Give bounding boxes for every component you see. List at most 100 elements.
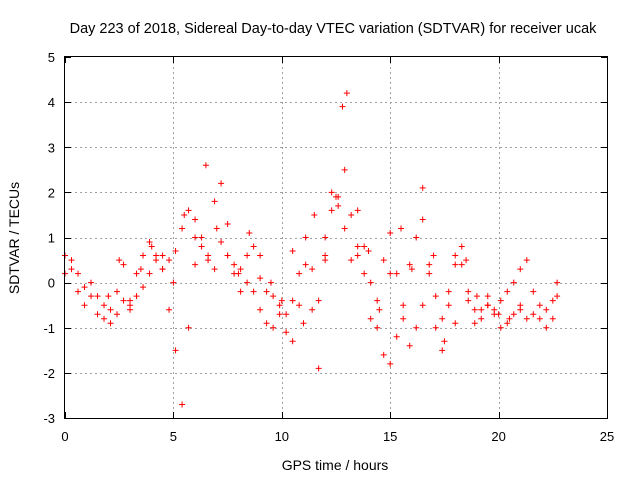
data-point xyxy=(309,266,316,273)
data-point xyxy=(333,193,339,200)
data-point xyxy=(235,270,242,277)
data-point xyxy=(432,293,439,300)
data-point xyxy=(473,293,480,300)
data-point xyxy=(506,315,513,322)
data-point xyxy=(148,243,155,250)
data-point xyxy=(549,315,556,322)
x-tick-label: 20 xyxy=(491,429,505,444)
data-point xyxy=(270,293,277,300)
x-tick-label: 25 xyxy=(600,429,614,444)
data-point xyxy=(439,315,446,322)
data-point xyxy=(192,261,199,268)
y-tick-label: -1 xyxy=(43,321,55,336)
data-point xyxy=(185,324,192,331)
y-tick-label: 4 xyxy=(48,95,55,110)
data-point xyxy=(185,207,192,214)
y-tick-label: 3 xyxy=(48,140,55,155)
data-point xyxy=(497,324,504,331)
data-point xyxy=(120,297,127,304)
data-point xyxy=(237,266,244,273)
data-point xyxy=(517,266,524,273)
data-point xyxy=(430,252,437,259)
data-point xyxy=(419,216,426,223)
data-point xyxy=(211,266,218,273)
data-point xyxy=(179,401,186,408)
data-point xyxy=(426,270,433,277)
data-point xyxy=(198,234,205,241)
data-point xyxy=(300,320,307,327)
data-point xyxy=(387,360,394,367)
data-point xyxy=(554,293,561,300)
data-point xyxy=(458,243,465,250)
data-point xyxy=(81,302,88,309)
data-point xyxy=(439,347,446,354)
data-point xyxy=(116,257,123,264)
data-point xyxy=(140,252,147,259)
data-point xyxy=(328,207,335,214)
data-point xyxy=(465,288,472,295)
data-point xyxy=(192,234,199,241)
data-point xyxy=(88,293,95,300)
data-point xyxy=(484,293,491,300)
data-point xyxy=(478,315,485,322)
data-point xyxy=(94,311,101,318)
data-point xyxy=(283,311,290,318)
data-point xyxy=(463,257,470,264)
data-point xyxy=(107,320,114,327)
data-point xyxy=(231,261,238,268)
data-point xyxy=(365,248,372,255)
data-point xyxy=(367,315,374,322)
data-point xyxy=(107,306,114,313)
data-point xyxy=(170,279,177,286)
data-point xyxy=(276,302,283,309)
data-point xyxy=(426,261,433,268)
data-point xyxy=(278,297,285,304)
data-point xyxy=(530,311,537,318)
data-point xyxy=(504,288,511,295)
data-point xyxy=(510,279,517,286)
data-point xyxy=(283,329,290,336)
data-point xyxy=(244,252,251,259)
data-point xyxy=(75,288,82,295)
data-point xyxy=(322,234,329,241)
data-point xyxy=(133,293,140,300)
data-point xyxy=(452,320,459,327)
data-point xyxy=(315,297,322,304)
data-point xyxy=(263,320,270,327)
data-point xyxy=(478,306,485,313)
data-point xyxy=(510,311,517,318)
data-point xyxy=(276,311,283,318)
data-point xyxy=(374,297,381,304)
data-point xyxy=(465,297,472,304)
data-point xyxy=(114,288,121,295)
data-point xyxy=(140,284,147,291)
data-point xyxy=(335,202,342,209)
data-point xyxy=(484,302,491,309)
data-point xyxy=(94,293,101,300)
x-tick-label: 15 xyxy=(383,429,397,444)
data-point xyxy=(267,279,274,286)
data-point xyxy=(497,297,504,304)
data-point xyxy=(398,225,405,232)
data-point xyxy=(213,225,220,232)
data-point xyxy=(257,306,264,313)
data-point xyxy=(159,266,166,273)
data-point xyxy=(554,279,561,286)
data-point xyxy=(257,252,264,259)
data-point xyxy=(179,225,186,232)
data-point xyxy=(419,302,426,309)
data-point xyxy=(361,270,368,277)
data-point xyxy=(406,342,413,349)
data-point xyxy=(289,338,296,345)
data-point xyxy=(133,270,140,277)
data-point xyxy=(202,162,209,169)
data-point xyxy=(445,302,452,309)
data-point xyxy=(289,297,296,304)
data-point xyxy=(543,306,550,313)
y-tick-label: -2 xyxy=(43,366,55,381)
data-point xyxy=(114,311,121,318)
data-point xyxy=(172,248,179,255)
data-point xyxy=(224,220,231,227)
data-point xyxy=(530,288,537,295)
data-point xyxy=(75,270,82,277)
